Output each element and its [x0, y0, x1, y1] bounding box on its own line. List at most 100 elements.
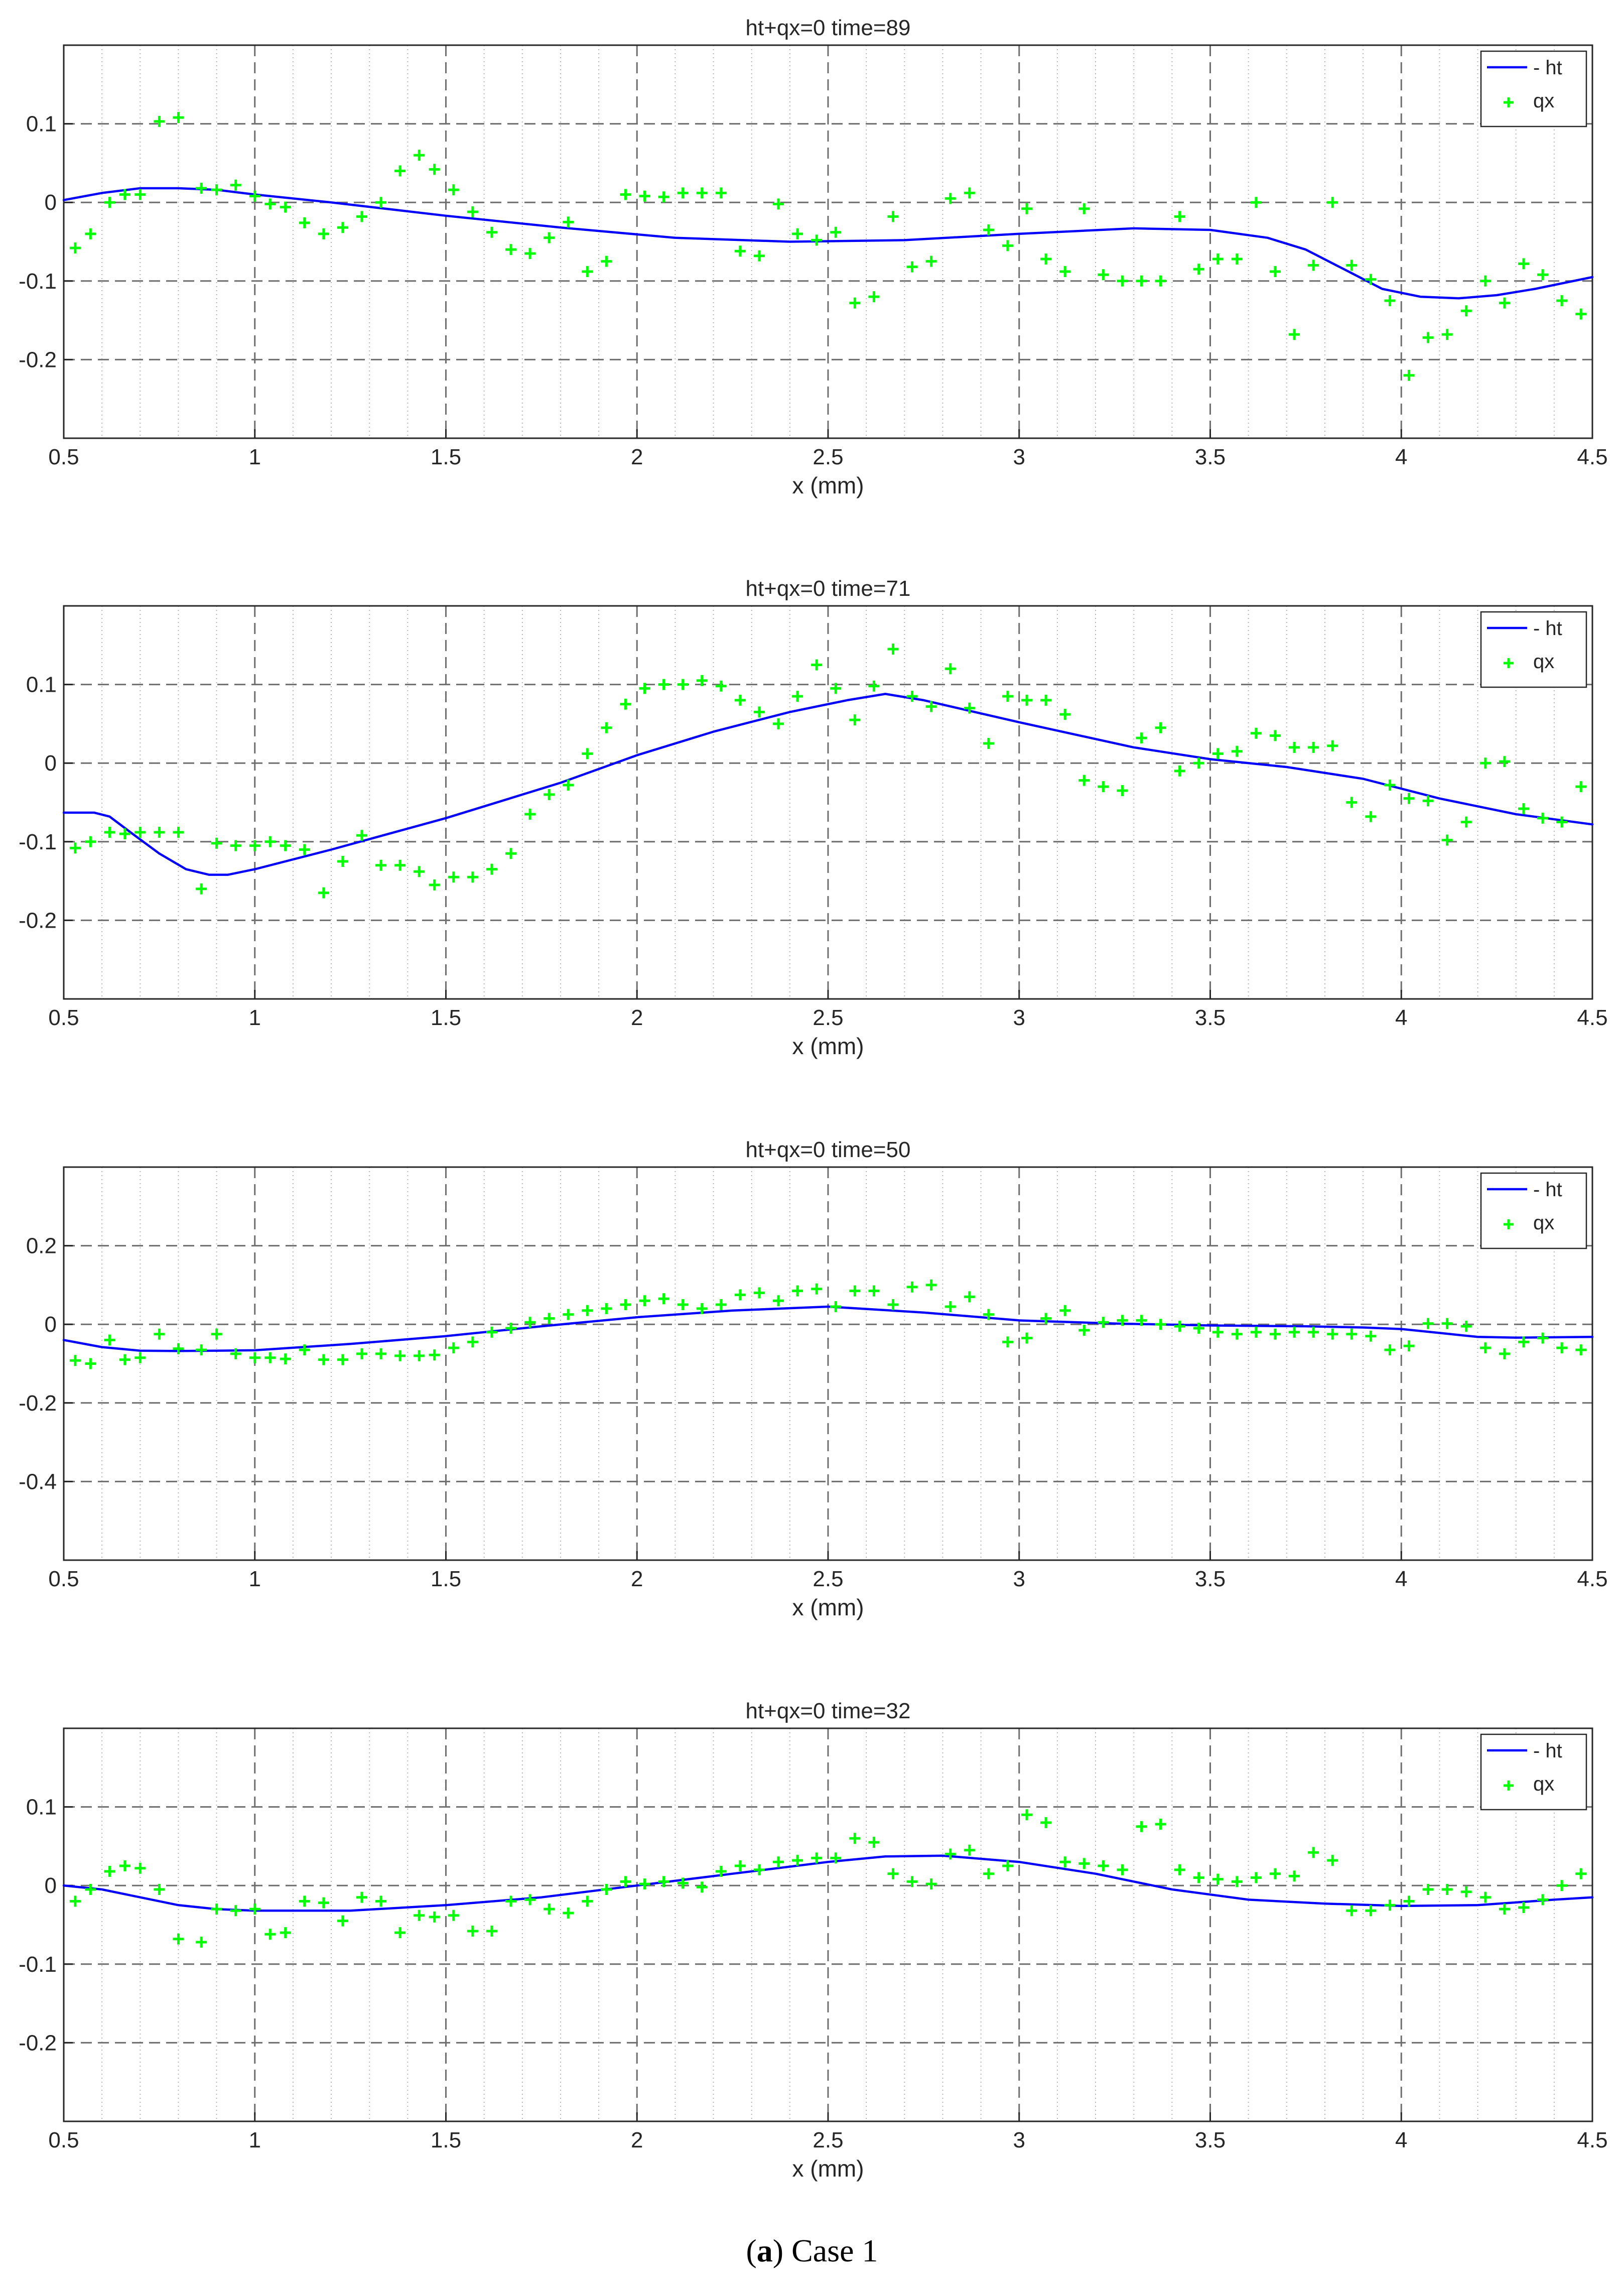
x-tick-label: 4.5 [1577, 445, 1607, 469]
qx-point [1575, 308, 1587, 320]
qx-point [925, 701, 937, 712]
qx-point [1403, 1895, 1415, 1907]
qx-point [734, 1860, 746, 1872]
qx-point [906, 1876, 918, 1887]
x-tick-label: 1 [249, 445, 261, 469]
qx-point [1441, 834, 1453, 846]
qx-point [620, 698, 631, 710]
legend-qx-swatch [1504, 97, 1514, 107]
x-tick-label: 3 [1013, 1567, 1025, 1591]
legend-qx-swatch [1504, 658, 1514, 668]
qx-point [1002, 1336, 1013, 1348]
x-tick-label: 2.5 [813, 1005, 843, 1030]
qx-point [85, 228, 96, 239]
qx-point [983, 224, 994, 236]
qx-point [134, 189, 146, 200]
qx-point [448, 871, 459, 883]
qx-point [964, 187, 975, 199]
qx-point [658, 1293, 669, 1305]
x-tick-label: 1.5 [431, 1567, 461, 1591]
qx-point [1078, 203, 1090, 214]
x-tick-label: 1.5 [431, 445, 461, 469]
y-tick-label: -0.2 [19, 1391, 57, 1416]
legend: - ht qx [1480, 1172, 1587, 1249]
qx-point [1059, 1856, 1071, 1868]
qx-point [69, 842, 81, 854]
qx-point [249, 190, 260, 202]
qx-point [375, 859, 387, 871]
qx-point [1078, 1858, 1090, 1869]
qx-point [1155, 1819, 1166, 1830]
series-qx-markers [69, 644, 1587, 899]
legend-box [1480, 611, 1587, 688]
qx-point [249, 840, 260, 851]
qx-point [414, 866, 425, 877]
qx-point [563, 1309, 574, 1320]
qx-point [1174, 1321, 1185, 1332]
qx-point [696, 1881, 708, 1893]
qx-point [582, 1305, 593, 1316]
qx-point [811, 1852, 823, 1864]
qx-point [1117, 1864, 1128, 1875]
qx-point [1098, 1860, 1109, 1872]
qx-point [1193, 1323, 1204, 1334]
qx-point [414, 1350, 425, 1361]
qx-point [1308, 741, 1319, 753]
qx-point [1231, 745, 1243, 757]
legend: - ht qx [1480, 50, 1587, 128]
qx-point [1365, 274, 1377, 285]
x-tick-label: 4 [1395, 1005, 1407, 1030]
qx-point [1499, 297, 1510, 309]
series-ht-line [62, 187, 1594, 300]
qx-point [104, 1866, 115, 1877]
qx-point [830, 683, 842, 694]
qx-point [505, 1895, 516, 1907]
qx-point [658, 1876, 669, 1887]
y-tick-label: -0.1 [19, 830, 57, 854]
qx-point [249, 1352, 260, 1363]
qx-point [696, 1303, 708, 1314]
y-tick-label: 0.1 [26, 673, 57, 697]
qx-point [196, 883, 207, 895]
x-tick-label: 3.5 [1195, 1005, 1226, 1030]
qx-point [1422, 332, 1434, 343]
qx-point [1499, 1903, 1510, 1915]
qx-point [467, 206, 478, 217]
qx-point [280, 201, 291, 213]
qx-point [1346, 1328, 1358, 1340]
legend-box [1480, 1733, 1587, 1811]
qx-point [983, 1868, 994, 1879]
qx-point [868, 680, 880, 692]
qx-point [1059, 1305, 1071, 1316]
chart-panel-3: 0.5 1 1.5 2 2.5 3 3.5 4 4.5 0.2 0 -0.2 -0.4 ht+qx=0 t… [19, 1137, 1607, 1620]
x-tick-label: 3 [1013, 1005, 1025, 1030]
legend-entry-label: - ht [1533, 617, 1562, 640]
qx-point [1174, 765, 1185, 777]
qx-point [280, 1353, 291, 1365]
qx-point [1556, 816, 1568, 828]
qx-point [715, 680, 727, 692]
qx-point [1212, 748, 1224, 759]
qx-point [429, 879, 440, 891]
y-tick-label: 0.2 [26, 1234, 57, 1258]
qx-point [1040, 253, 1052, 265]
x-tick-label: 4.5 [1577, 1005, 1607, 1030]
x-tick-label: 1 [249, 1567, 261, 1591]
qx-point [448, 1910, 459, 1921]
qx-point [773, 718, 784, 729]
qx-point [677, 1299, 689, 1311]
x-tick-label: 4.5 [1577, 2128, 1607, 2152]
qx-point [1384, 780, 1396, 791]
qx-point [849, 714, 861, 726]
legend-qx-swatch [1504, 1219, 1514, 1229]
qx-point [394, 859, 406, 871]
qx-point [868, 1837, 880, 1848]
qx-point [280, 840, 291, 851]
chart-title: ht+qx=0 time=50 [745, 1137, 910, 1162]
qx-point [1155, 722, 1166, 733]
qx-point [715, 1299, 727, 1311]
qx-point [196, 1936, 207, 1948]
qx-point [486, 863, 497, 875]
qx-point [1403, 369, 1415, 381]
qx-point [715, 1866, 727, 1877]
